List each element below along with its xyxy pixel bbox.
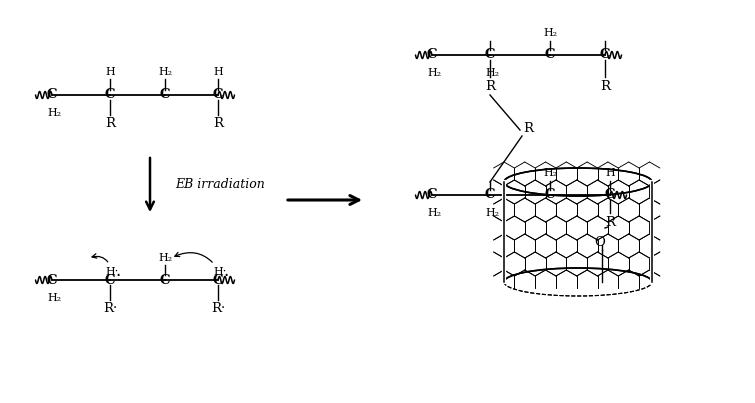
Text: H₂: H₂ [158,67,172,77]
Text: H₂: H₂ [427,208,441,218]
Text: H₂: H₂ [485,208,499,218]
Text: H·: H· [92,254,119,277]
Text: H₂: H₂ [543,168,557,178]
Text: H₂: H₂ [47,293,61,303]
Text: C: C [105,274,116,287]
Text: H₂: H₂ [158,253,172,263]
Text: H: H [105,67,115,77]
Text: H₂: H₂ [485,68,499,78]
Text: C: C [47,89,57,102]
Text: C: C [160,274,170,287]
Text: C: C [599,48,610,62]
Text: H·: H· [175,252,226,277]
Text: R: R [523,121,533,135]
Text: H₂: H₂ [47,108,61,118]
Text: C: C [160,89,170,102]
Text: C: C [485,189,495,202]
Text: H₂: H₂ [427,68,441,78]
Text: ·: · [223,267,228,285]
Text: C: C [47,274,57,287]
Text: R: R [600,80,610,93]
Text: H: H [213,67,223,77]
Text: C: C [427,189,437,202]
Text: EB irradiation: EB irradiation [175,179,265,191]
Text: C: C [545,48,555,62]
Text: C: C [545,189,555,202]
Text: C: C [605,189,615,202]
Text: H₂: H₂ [543,28,557,38]
Text: C: C [485,48,495,62]
Text: H: H [605,168,615,178]
Text: R: R [105,117,115,130]
Text: C: C [213,89,223,102]
Text: O: O [595,236,606,249]
Text: ·: · [115,267,120,285]
Text: R: R [605,216,615,229]
Text: R: R [485,80,495,93]
Text: R·: R· [211,302,225,315]
Text: C: C [105,89,116,102]
Text: R·: R· [103,302,117,315]
Text: R: R [213,117,223,130]
Text: C: C [213,274,223,287]
Text: C: C [427,48,437,62]
